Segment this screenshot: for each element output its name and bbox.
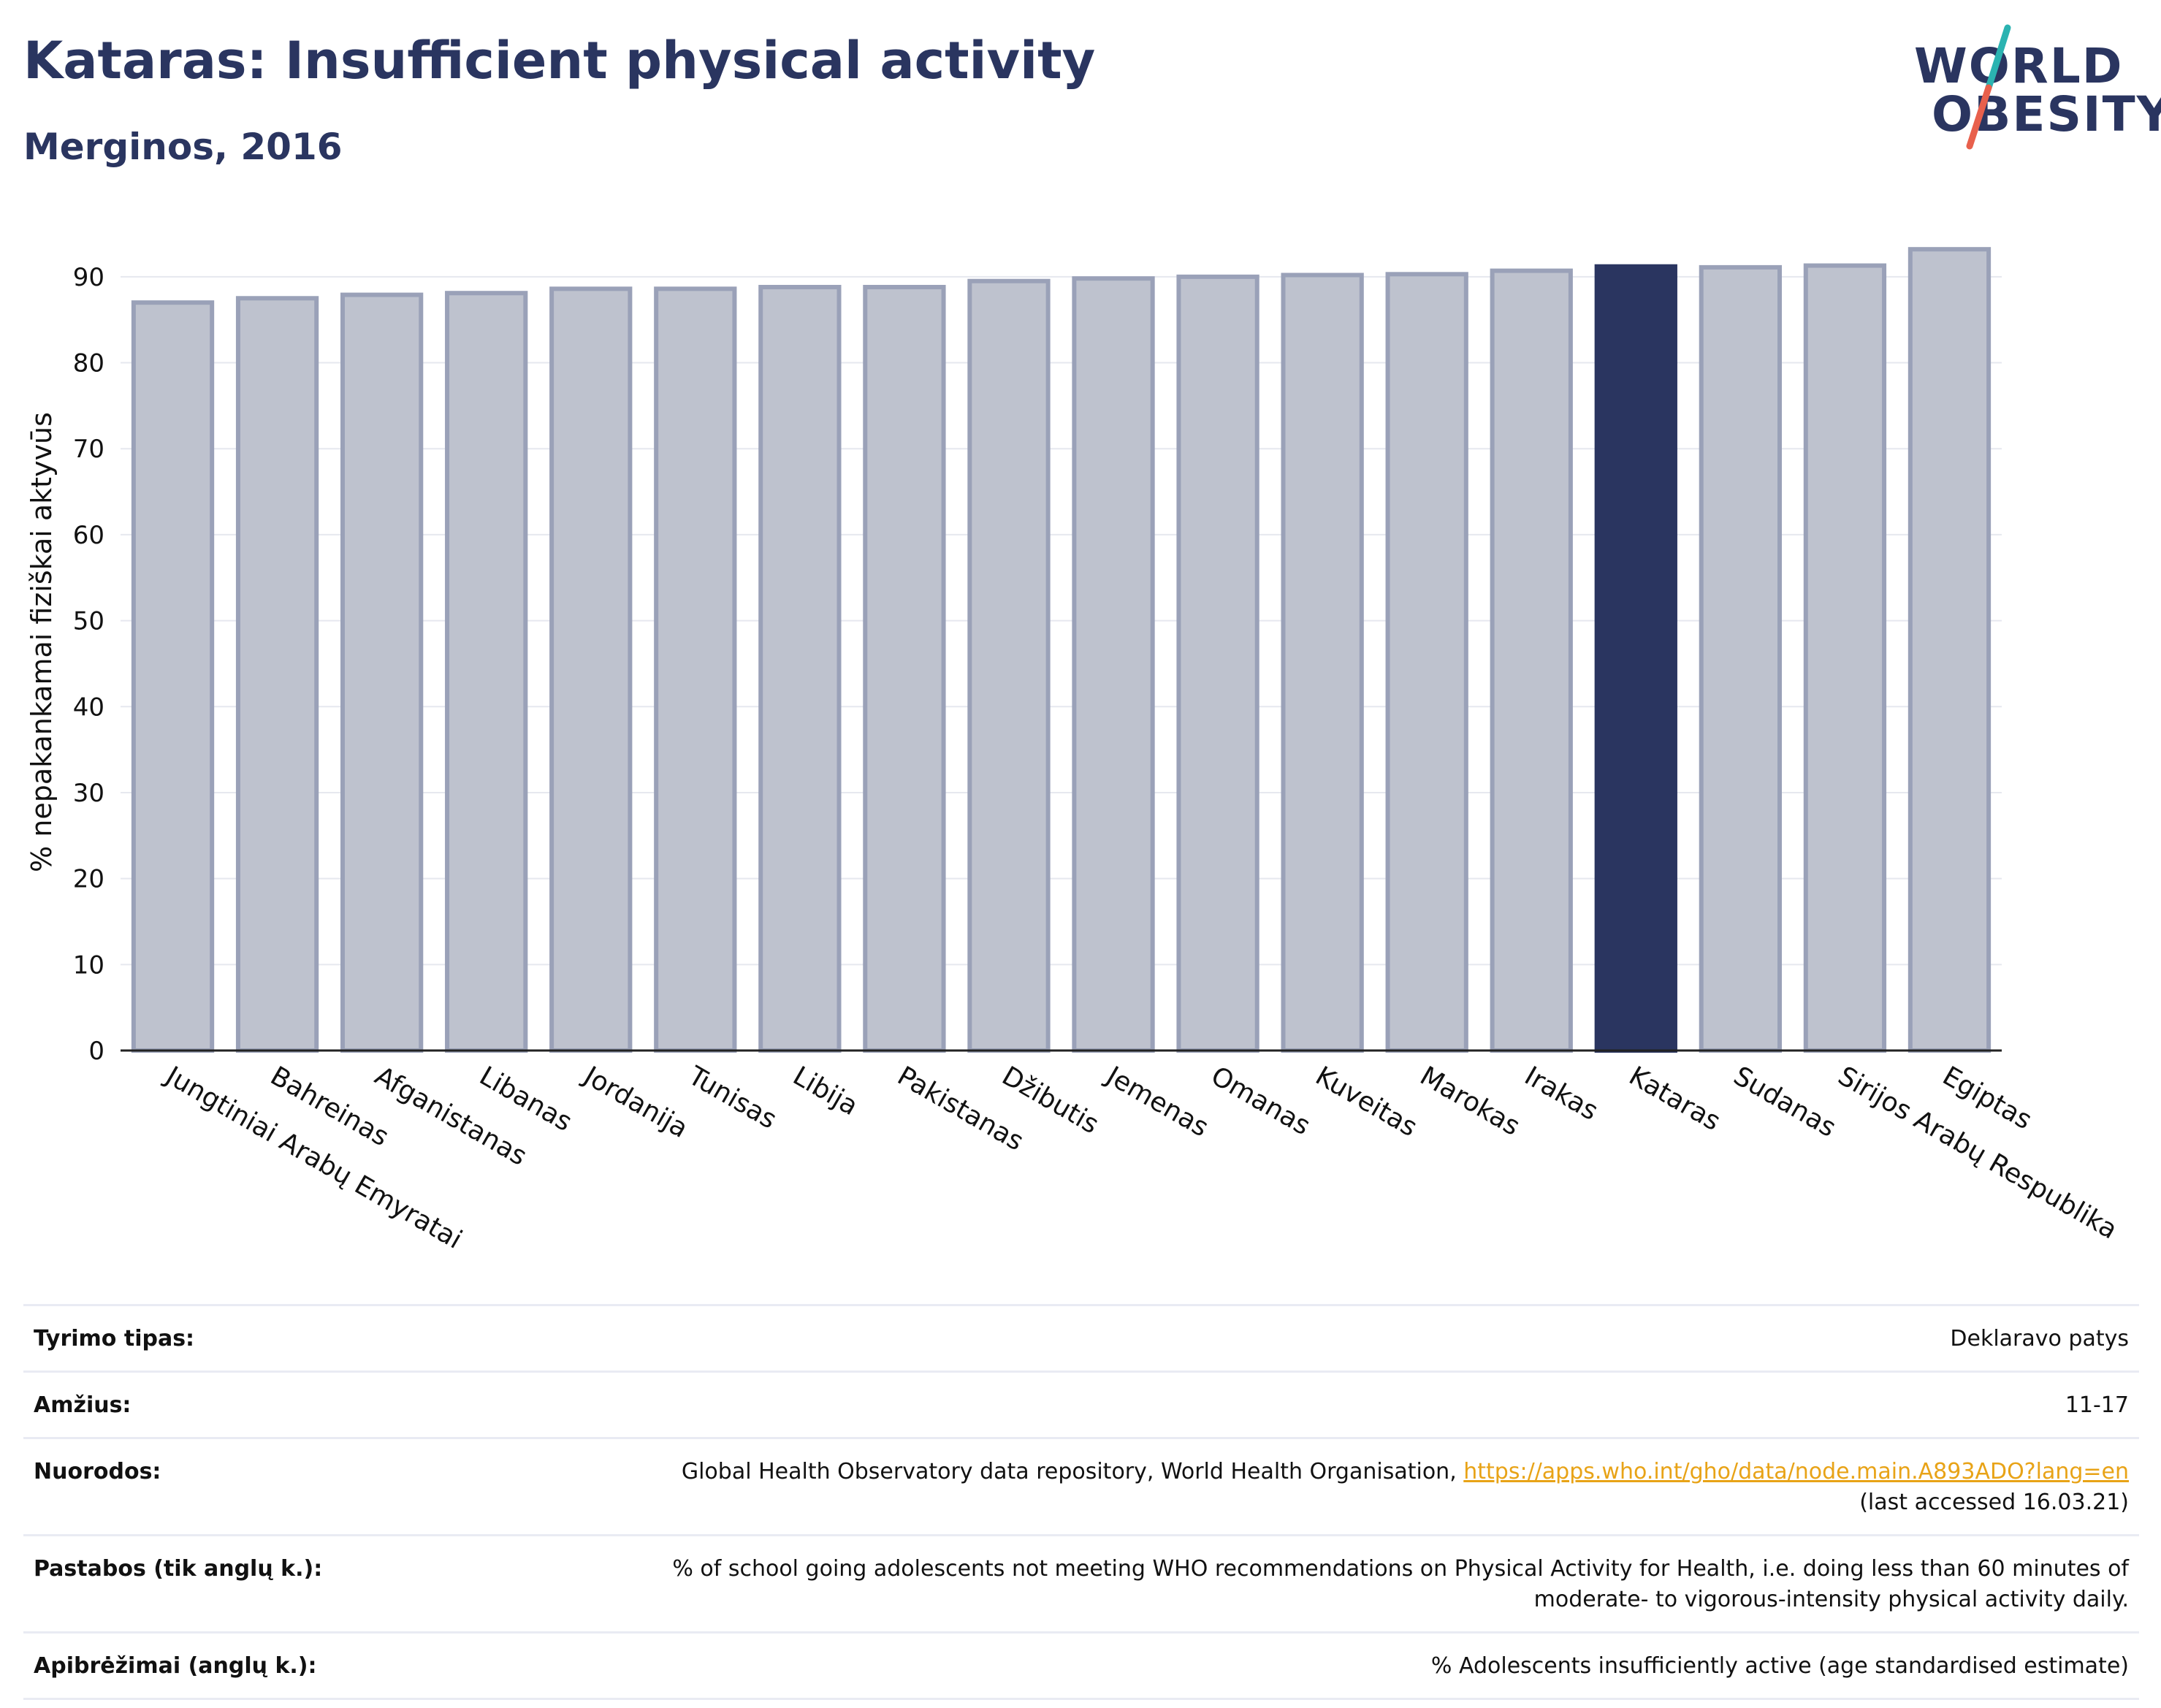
bar [1385, 272, 1468, 1053]
bar [131, 300, 215, 1053]
logo-text-obesity: OBESITY [1932, 86, 2161, 142]
bar [549, 286, 633, 1053]
logo-slash-icon [1966, 24, 2011, 150]
info-value: % Adolescents insufficiently active (age… [424, 1631, 2139, 1700]
x-tick-label: Kuveitas [1311, 1061, 1422, 1143]
info-row-age: Amžius: 11-17 [23, 1370, 2139, 1438]
x-tick-label: Tunisas [682, 1061, 781, 1135]
info-row-references: Nuorodos: Global Health Observatory data… [23, 1437, 2139, 1536]
x-tick-label: Jemenas [1100, 1060, 1213, 1143]
bar [340, 292, 424, 1053]
reference-link[interactable]: https://apps.who.int/gho/data/node.main.… [1463, 1459, 2129, 1484]
notes-text-line1: % of school going adolescents not meetin… [672, 1556, 2129, 1582]
bar [1072, 276, 1155, 1053]
info-label: Pastabos (tik anglų k.): [23, 1534, 424, 1633]
y-tick-label: 80 [73, 349, 104, 378]
y-tick-label: 90 [73, 263, 104, 292]
info-value-references: Global Health Observatory data repositor… [424, 1437, 2139, 1536]
x-tick-label: Sudanas [1729, 1061, 1841, 1143]
info-label: Tyrimo tipas: [23, 1304, 424, 1372]
info-value: 11-17 [424, 1370, 2139, 1438]
x-tick-label: Irakas [1520, 1061, 1603, 1126]
bar-highlight [1594, 264, 1677, 1053]
x-tick-label: Jordanija [578, 1060, 693, 1144]
y-tick-label: 60 [73, 521, 104, 550]
page-title: Kataras: Insufficient physical activity [23, 31, 1096, 91]
info-table: Tyrimo tipas: Deklaravo patys Amžius: 11… [23, 1304, 2139, 1700]
world-obesity-logo: WORLD OBESITY [1899, 22, 2161, 153]
y-tick-label: 20 [73, 865, 104, 894]
bar [863, 284, 946, 1053]
x-tick-label: Marokas [1415, 1061, 1525, 1142]
info-label: Apibrėžimai (anglų k.): [23, 1631, 424, 1700]
notes-text-line2: moderate- to vigorous-intensity physical… [1533, 1587, 2129, 1612]
bar [1803, 263, 1887, 1053]
y-tick-label: 40 [73, 693, 104, 722]
info-row-survey-type: Tyrimo tipas: Deklaravo patys [23, 1304, 2139, 1372]
y-tick-label: 0 [88, 1037, 104, 1066]
y-tick-label: 70 [73, 435, 104, 464]
bar [1281, 272, 1364, 1053]
info-value-notes: % of school going adolescents not meetin… [424, 1534, 2139, 1633]
y-tick-label: 10 [73, 950, 104, 980]
info-label: Amžius: [23, 1370, 424, 1438]
info-value: Deklaravo patys [424, 1304, 2139, 1372]
x-tick-label: Kataras [1624, 1061, 1726, 1137]
bar [235, 296, 319, 1053]
bar [1176, 274, 1259, 1053]
bar [654, 286, 737, 1053]
logo-text-world: WORLD [1914, 38, 2124, 94]
info-row-notes: Pastabos (tik anglų k.): % of school goi… [23, 1534, 2139, 1633]
y-tick-label: 50 [73, 607, 104, 636]
page-subtitle: Merginos, 2016 [23, 126, 343, 168]
reference-accessed: (last accessed 16.03.21) [1859, 1490, 2129, 1515]
x-tick-label: Omanas [1206, 1061, 1316, 1141]
y-tick-label: 30 [73, 779, 104, 808]
y-axis-label: % nepakankamai fiziškai aktyvūs [26, 412, 58, 872]
info-label: Nuorodos: [23, 1437, 424, 1536]
bar [445, 291, 528, 1053]
bar [758, 284, 842, 1053]
info-row-definitions: Apibrėžimai (anglų k.): % Adolescents in… [23, 1631, 2139, 1700]
bar [1490, 268, 1573, 1053]
x-tick-label: Libija [788, 1061, 863, 1121]
bar [1699, 264, 1783, 1053]
bar [1907, 247, 1992, 1053]
reference-text: Global Health Observatory data repositor… [681, 1459, 1464, 1484]
bar [967, 278, 1051, 1053]
